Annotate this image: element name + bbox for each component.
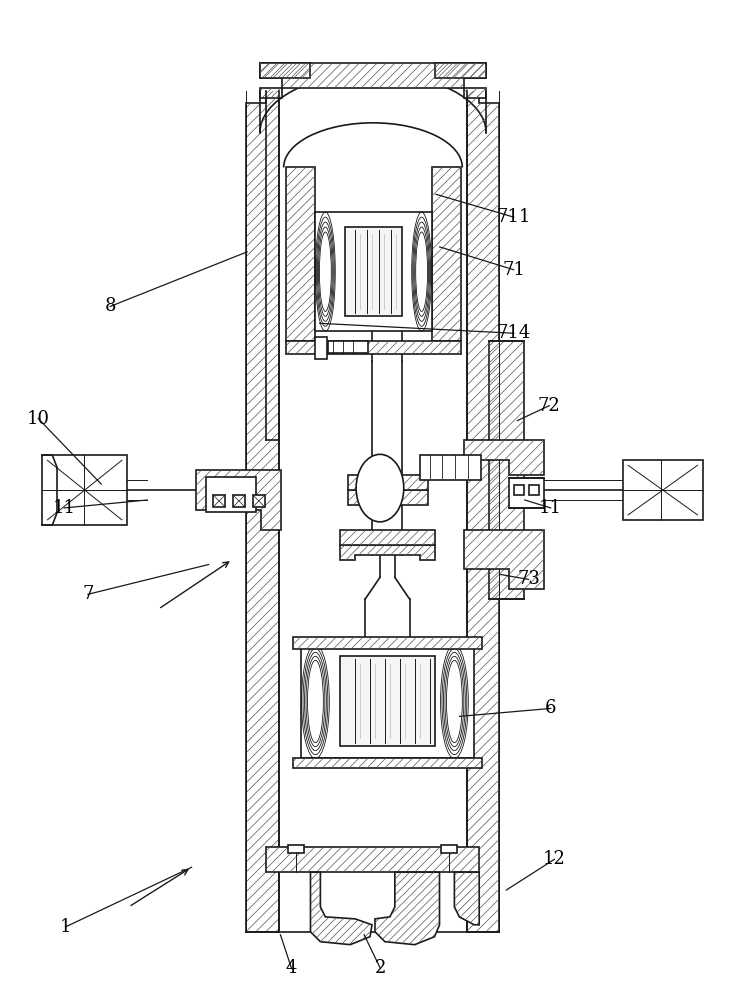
Polygon shape bbox=[340, 545, 434, 560]
Polygon shape bbox=[292, 637, 482, 649]
Polygon shape bbox=[310, 872, 372, 945]
Bar bbox=[420, 455, 481, 480]
Ellipse shape bbox=[356, 454, 404, 522]
Text: 2: 2 bbox=[374, 959, 386, 977]
Polygon shape bbox=[260, 63, 310, 78]
Polygon shape bbox=[286, 341, 461, 354]
Polygon shape bbox=[454, 872, 479, 925]
Polygon shape bbox=[464, 530, 544, 589]
Polygon shape bbox=[260, 63, 486, 98]
Polygon shape bbox=[292, 758, 482, 768]
Text: 711: 711 bbox=[497, 208, 531, 226]
Text: 73: 73 bbox=[517, 570, 540, 588]
Bar bbox=[623, 460, 703, 520]
Polygon shape bbox=[431, 167, 461, 341]
Text: 4: 4 bbox=[286, 959, 297, 977]
Bar bbox=[514, 485, 524, 495]
Bar bbox=[328, 341, 368, 353]
Text: 1: 1 bbox=[60, 918, 72, 936]
Bar bbox=[253, 495, 265, 507]
Text: 71: 71 bbox=[502, 261, 525, 279]
Polygon shape bbox=[434, 63, 486, 78]
Polygon shape bbox=[489, 341, 524, 599]
Text: 11: 11 bbox=[539, 499, 562, 517]
Text: 12: 12 bbox=[543, 850, 566, 868]
Polygon shape bbox=[196, 470, 280, 530]
Polygon shape bbox=[348, 475, 427, 490]
Text: 10: 10 bbox=[27, 410, 50, 428]
Text: 7: 7 bbox=[82, 585, 93, 603]
Bar bbox=[206, 477, 256, 512]
Bar bbox=[213, 495, 225, 507]
Text: 714: 714 bbox=[497, 324, 531, 342]
Bar bbox=[316, 337, 327, 359]
Bar bbox=[509, 478, 544, 508]
Text: 6: 6 bbox=[545, 699, 557, 717]
Text: 8: 8 bbox=[104, 297, 116, 315]
Bar bbox=[279, 91, 467, 932]
Text: 11: 11 bbox=[53, 499, 76, 517]
Bar bbox=[288, 845, 304, 853]
Bar bbox=[442, 845, 457, 853]
Polygon shape bbox=[375, 872, 439, 945]
Polygon shape bbox=[266, 847, 479, 872]
Bar bbox=[316, 212, 431, 331]
Text: 72: 72 bbox=[538, 397, 560, 415]
Bar bbox=[529, 485, 539, 495]
Polygon shape bbox=[467, 91, 499, 932]
Bar bbox=[340, 656, 434, 746]
Bar bbox=[345, 227, 402, 316]
Polygon shape bbox=[464, 440, 544, 475]
Bar bbox=[301, 644, 474, 758]
Polygon shape bbox=[340, 530, 434, 545]
Polygon shape bbox=[286, 167, 316, 341]
Polygon shape bbox=[246, 91, 279, 932]
Polygon shape bbox=[348, 490, 427, 505]
Bar bbox=[43, 455, 127, 525]
Bar bbox=[233, 495, 245, 507]
